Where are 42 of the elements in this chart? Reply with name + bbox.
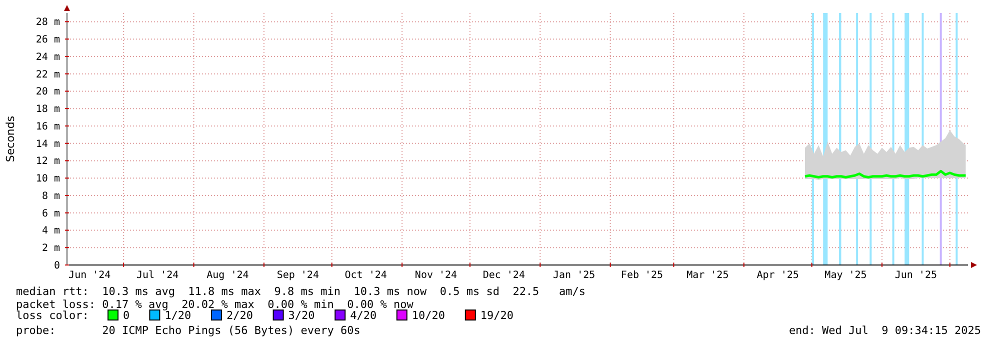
legend-label: 3/20: [288, 309, 315, 322]
legend-label: 19/20: [480, 309, 514, 322]
x-tick-label: Jan '25: [553, 270, 596, 281]
y-tick-label: 20 m: [36, 86, 60, 98]
text: median rtt: 10.3 ms avg 11.8 ms max 9.8 ms min 10.3 ms now 0.5 ms sd 22.5 am/s: [16, 285, 586, 298]
y-tick-label: 6 m: [42, 208, 60, 220]
y-tick-label: 8 m: [42, 190, 60, 202]
x-tick-label: Jul '24: [136, 270, 179, 281]
legend-label: 0: [123, 309, 130, 322]
y-tick-label: 22 m: [36, 69, 60, 80]
y-tick-label: 10 m: [36, 174, 60, 185]
x-tick-label: Aug '24: [206, 270, 249, 281]
x-tick-label: Jun '25: [894, 270, 938, 281]
y-tick-label: 4 m: [42, 226, 60, 237]
y-axis-title: Seconds: [4, 116, 17, 162]
y-tick-label: 12 m: [36, 156, 60, 168]
y-tick-label: 24 m: [36, 52, 60, 63]
x-tick-label: Sep '24: [276, 270, 319, 281]
legend-label: 1/20: [164, 309, 192, 322]
y-tick-label: 18 m: [36, 104, 60, 116]
legend-label: 4/20: [350, 309, 377, 322]
x-tick-label: Dec '24: [482, 270, 525, 281]
y-tick-label: 0: [54, 260, 60, 272]
x-tick-label: Nov '24: [414, 270, 458, 281]
x-tick-label: May '25: [824, 270, 867, 281]
legend-label: 10/20: [412, 309, 446, 322]
x-tick-label: Mar '25: [686, 270, 729, 281]
x-tick-label: Jun '24: [68, 270, 111, 281]
x-tick-label: Oct '24: [344, 270, 387, 281]
y-tick-label: 2 m: [42, 243, 60, 254]
y-tick-label: 28 m: [36, 17, 60, 28]
x-tick-label: Feb '25: [620, 270, 664, 281]
line-series: [804, 170, 967, 178]
legend-title: loss color:: [16, 309, 89, 322]
text: packet loss: 0.17 % avg 20.02 % max 0.00 % min 0.00 % now: [16, 298, 414, 311]
y-tick-label: 16 m: [36, 121, 60, 132]
legend-label: 2/20: [226, 309, 253, 322]
text: end: Wed Jul 9 09:34:15 2025: [788, 324, 981, 337]
y-tick-label: 14 m: [36, 138, 60, 150]
x-tick-label: Apr '25: [756, 270, 799, 281]
y-tick-label: 26 m: [36, 34, 60, 46]
text: probe: 20 ICMP Echo Pings (56 Bytes) every 60s: [16, 324, 360, 337]
